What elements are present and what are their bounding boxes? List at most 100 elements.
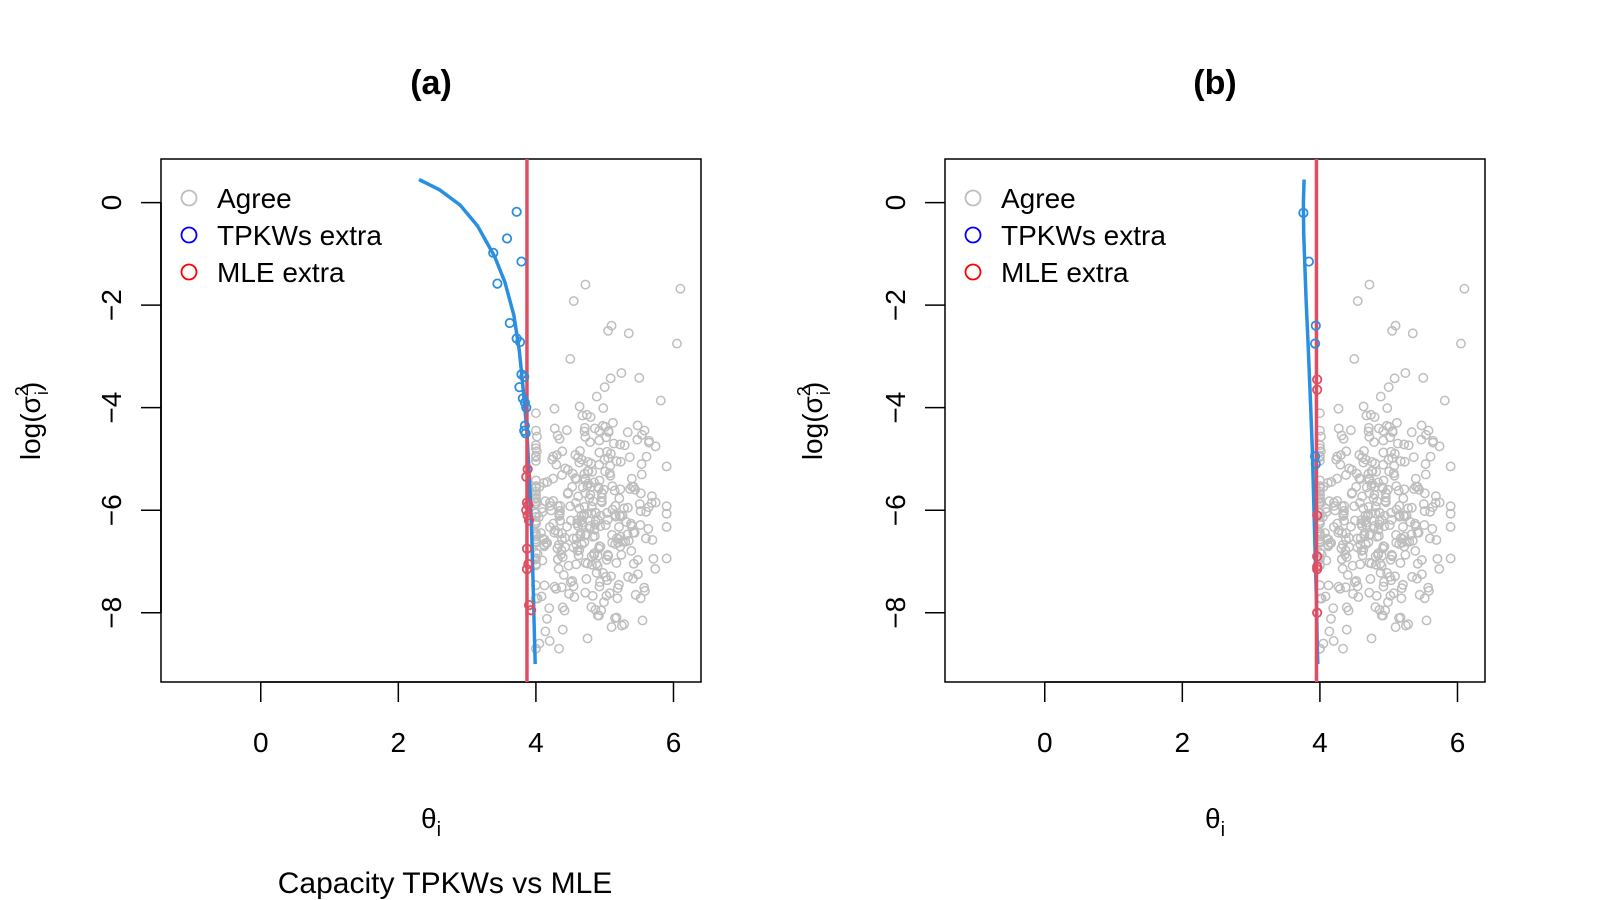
agree-point (1385, 432, 1396, 443)
x-tick-label: 6 (666, 727, 682, 758)
agree-point (610, 501, 621, 511)
agree-point (599, 382, 610, 393)
agree-point (611, 557, 622, 568)
agree-point (1329, 500, 1340, 511)
agree-point (544, 603, 555, 614)
agree-point (613, 537, 624, 548)
agree-point (1339, 505, 1349, 516)
mle-extra-point (1312, 564, 1323, 575)
agree-point (1368, 493, 1379, 503)
agree-point (1412, 558, 1423, 569)
agree-point (553, 563, 564, 574)
agree-point (530, 475, 541, 486)
agree-point (1403, 619, 1414, 630)
mle-extra-point (1312, 374, 1323, 385)
agree-point (1341, 552, 1352, 563)
agree-point (572, 545, 583, 556)
agree-point (530, 440, 541, 451)
agree-point (1356, 545, 1367, 556)
agree-point (608, 417, 618, 428)
agree-point (563, 560, 574, 571)
mle-extra-point (1312, 607, 1323, 618)
agree-point (612, 593, 623, 604)
agree-point (581, 574, 592, 584)
agree-point (655, 395, 666, 406)
agree-point (1376, 561, 1387, 571)
agree-point (1392, 438, 1403, 449)
mle-extra-point (1312, 510, 1323, 521)
agree-point (1430, 498, 1441, 508)
agree-point (1390, 571, 1400, 582)
agree-point (661, 461, 672, 472)
agree-point (1400, 549, 1411, 560)
agree-point (557, 602, 568, 613)
agree-point (1354, 473, 1365, 484)
x-tick-label: 0 (1037, 727, 1053, 758)
agree-point (592, 610, 603, 621)
agree-point (596, 605, 607, 616)
agree-point (1382, 403, 1393, 414)
panel-a: (a) 0 2 4 6 0 −2 −4 −6 −8 θi log(σ2i) Agree TPKWs ext… (12, 64, 702, 841)
tpkws-extra-point (520, 428, 531, 439)
tpkws-extra-point (511, 206, 522, 217)
agree-point (1380, 605, 1391, 616)
agree-point (622, 427, 633, 438)
legend-marker (964, 263, 982, 281)
y-axis-label: log(σ2i) (794, 382, 834, 460)
agree-point (1351, 481, 1362, 492)
y-tick-label: −8 (880, 597, 911, 629)
agree-point (1398, 510, 1409, 521)
agree-point (1378, 581, 1389, 592)
agree-point (580, 474, 591, 485)
agree-point (1365, 574, 1376, 584)
x-tick-label: 0 (253, 727, 269, 758)
agree-point (614, 493, 625, 504)
agree-point (1419, 488, 1430, 499)
tpkws-extra-point (521, 402, 532, 413)
agree-point (1403, 440, 1414, 451)
agree-point (1439, 395, 1450, 406)
agree-point (1414, 589, 1425, 600)
agree-point (626, 545, 637, 556)
agree-point (1395, 456, 1406, 467)
agree-point (612, 583, 623, 594)
agree-point (530, 483, 541, 493)
agree-point (1425, 451, 1436, 462)
agree-point (1378, 541, 1389, 552)
agree-point (630, 589, 641, 600)
agree-point (1328, 603, 1339, 614)
agree-point (1423, 582, 1434, 593)
agree-point (615, 456, 626, 467)
agree-point (1357, 520, 1367, 531)
agree-point (579, 426, 590, 437)
agree-point (675, 283, 686, 294)
mle-extra-point (1312, 384, 1323, 395)
agree-point (575, 445, 585, 456)
agree-point (1324, 626, 1335, 637)
agree-point (557, 624, 568, 635)
agree-point (1333, 403, 1344, 414)
legend-marker (180, 226, 198, 244)
agree-point (1341, 602, 1352, 613)
agree-point (1332, 451, 1343, 462)
agree-point (1377, 483, 1388, 494)
agree-point (1397, 537, 1408, 548)
agree-point (1407, 571, 1418, 582)
agree-point (548, 473, 559, 484)
agree-point (1326, 613, 1336, 624)
agree-point (1445, 521, 1456, 532)
panel-b: (b) 0 2 4 6 0 −2 −4 −6 −8 θi log(σ2i) Agree TPKWs ext… (160, 64, 1486, 841)
agree-point (565, 354, 576, 364)
agree-point (616, 549, 627, 560)
x-tick-label: 4 (528, 727, 544, 758)
agree-point (635, 488, 646, 499)
agree-point (1363, 426, 1374, 437)
agree-point (632, 434, 643, 445)
x-tick-label: 6 (1450, 727, 1466, 758)
x-axis-label: θi (421, 803, 441, 841)
agree-point (1394, 501, 1405, 511)
tpkws-extra-point (519, 371, 530, 383)
agree-point (617, 510, 628, 521)
agree-point (557, 552, 568, 563)
agree-point (1408, 452, 1419, 463)
